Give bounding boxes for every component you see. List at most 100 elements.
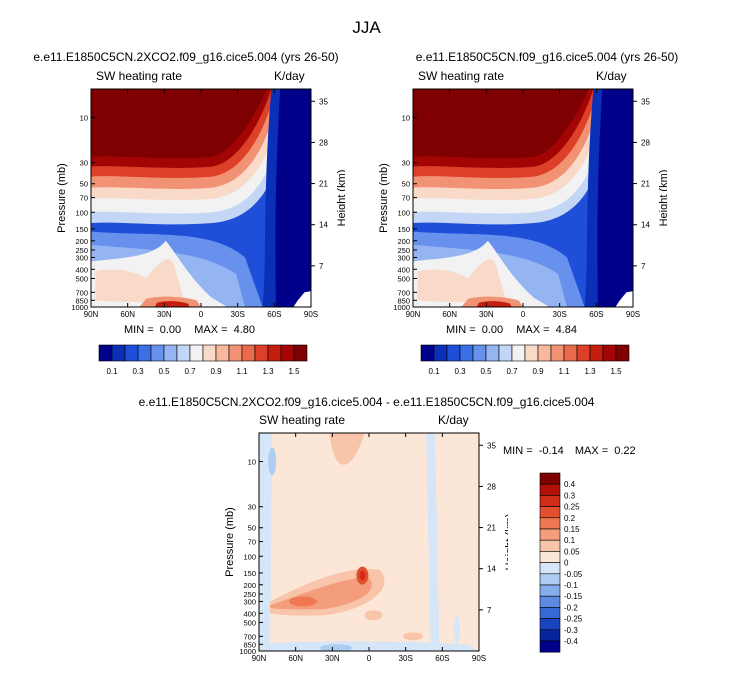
panel-1-stats: MIN = 0.00 MAX = 4.80 bbox=[124, 324, 255, 336]
colorbar-swatch bbox=[524, 344, 539, 362]
y-tick-label: 70 bbox=[80, 194, 88, 203]
colorbar-label: 0.5 bbox=[158, 367, 170, 376]
x-tick-label: 90S bbox=[626, 310, 640, 319]
x-tick-label: 60N bbox=[442, 310, 457, 319]
colorbar-swatch bbox=[267, 344, 282, 362]
colorbar-swatch bbox=[576, 344, 591, 362]
colorbar-swatch bbox=[459, 344, 474, 362]
panel-1-max-label: MAX = bbox=[194, 324, 228, 336]
y-tick-label: 30 bbox=[402, 159, 410, 168]
colorbar-swatch bbox=[563, 344, 578, 362]
colorbar-label: 1.1 bbox=[236, 367, 248, 376]
contour-level bbox=[289, 596, 317, 607]
colorbar-label: -0.1 bbox=[564, 581, 578, 590]
y-axis-right-label: Height (km) bbox=[658, 170, 667, 227]
colorbar-swatch bbox=[539, 517, 561, 530]
contour-level bbox=[476, 301, 512, 307]
contour-level bbox=[597, 89, 633, 307]
colorbar-label: 0.1 bbox=[428, 367, 440, 376]
panel-2-max-label: MAX = bbox=[516, 324, 550, 336]
colorbar-label: 0.05 bbox=[564, 547, 580, 556]
colorbar-swatch bbox=[446, 344, 461, 362]
colorbar-swatch bbox=[241, 344, 256, 362]
x-tick-label: 30S bbox=[553, 310, 567, 319]
y-tick-label: 850 bbox=[397, 296, 410, 305]
colorbar-label: -0.05 bbox=[564, 570, 583, 579]
contour-fills bbox=[259, 433, 479, 651]
y-tick-label: 30 bbox=[80, 159, 88, 168]
y-tick-label: 1000 bbox=[71, 303, 88, 312]
panel-1-contour-plot: 90N 60N 30N 0 30S 60S 90S103050701001502002503… bbox=[56, 88, 345, 319]
y-tick-label: 300 bbox=[243, 597, 256, 606]
y-right-tick-label: 14 bbox=[487, 565, 496, 574]
y-tick-label: 700 bbox=[75, 288, 88, 297]
panel-3-min-value: -0.14 bbox=[538, 445, 564, 457]
contour-level bbox=[417, 259, 506, 302]
contour-level bbox=[154, 301, 190, 307]
y-tick-label: 50 bbox=[80, 180, 88, 189]
y-tick-label: 10 bbox=[248, 458, 256, 467]
y-tick-label: 500 bbox=[397, 274, 410, 283]
colorbar-label: 0.7 bbox=[506, 367, 518, 376]
y-tick-label: 150 bbox=[75, 225, 88, 234]
x-tick-label: 60N bbox=[288, 654, 303, 663]
colorbar-swatch bbox=[293, 344, 308, 362]
y-axis-label: Pressure (mb) bbox=[224, 507, 236, 577]
colorbar-swatch bbox=[498, 344, 513, 362]
y-right-tick-label: 7 bbox=[641, 262, 646, 271]
colorbar-label: 0.3 bbox=[132, 367, 144, 376]
x-tick-label: 30N bbox=[325, 654, 340, 663]
x-tick-label: 30S bbox=[399, 654, 413, 663]
colorbar-swatch bbox=[511, 344, 526, 362]
y-tick-label: 300 bbox=[397, 253, 410, 262]
colorbar-label: 0.3 bbox=[454, 367, 466, 376]
colorbar-label: 0.9 bbox=[210, 367, 222, 376]
y-right-tick-label: 21 bbox=[487, 524, 496, 533]
y-right-tick-label: 28 bbox=[641, 138, 650, 147]
panel-1-title: e.e11.E1850C5CN.2XCO2.f09_g16.cice5.004 … bbox=[33, 50, 339, 64]
x-tick-label: 90N bbox=[252, 654, 267, 663]
y-tick-label: 50 bbox=[248, 524, 256, 533]
colorbar-label: -0.15 bbox=[564, 592, 583, 601]
colorbar-label: 0.5 bbox=[480, 367, 492, 376]
panel-1-colorbar: 0.1 0.3 0.5 0.7 0.9 1.1 1.3 1.5 bbox=[98, 344, 308, 376]
colorbar-swatch bbox=[98, 344, 113, 362]
contour-level bbox=[91, 89, 267, 159]
y-tick-label: 700 bbox=[397, 288, 410, 297]
contour-level bbox=[329, 433, 365, 465]
topography-mask bbox=[615, 291, 633, 307]
y-tick-label: 100 bbox=[75, 208, 88, 217]
colorbar-label: 0.1 bbox=[564, 536, 576, 545]
panel-2-title: e.e11.E1850C5CN.f09_g16.cice5.004 (yrs 2… bbox=[415, 50, 679, 64]
colorbar-label: 1.3 bbox=[584, 367, 596, 376]
x-tick-label: 30N bbox=[479, 310, 494, 319]
x-tick-label: 60S bbox=[267, 310, 281, 319]
colorbar-swatch bbox=[539, 640, 561, 653]
colorbar-swatch bbox=[215, 344, 230, 362]
y-right-tick-label: 14 bbox=[319, 221, 328, 230]
panel-3-max-value: 0.22 bbox=[614, 445, 636, 457]
x-tick-label: 90N bbox=[406, 310, 421, 319]
colorbar-swatch bbox=[280, 344, 295, 362]
x-tick-label: 60S bbox=[435, 654, 449, 663]
colorbar-swatch bbox=[602, 344, 617, 362]
y-tick-label: 200 bbox=[397, 237, 410, 246]
panel-1-left-string: SW heating rate bbox=[96, 69, 183, 83]
panel-2-units: K/day bbox=[596, 69, 627, 83]
panel-3-contour-plot: 90N 60N 30N 0 30S 60S 90S103050701001502002503… bbox=[224, 432, 508, 663]
panel-2-max-value: 4.84 bbox=[555, 324, 578, 336]
y-axis-label: Pressure (mb) bbox=[378, 163, 390, 233]
colorbar-swatch bbox=[202, 344, 217, 362]
y-tick-label: 70 bbox=[402, 194, 410, 203]
colorbar-swatch bbox=[539, 618, 561, 631]
colorbar-swatch bbox=[176, 344, 191, 362]
y-right-tick-label: 28 bbox=[319, 138, 328, 147]
y-right-tick-label: 21 bbox=[319, 180, 328, 189]
colorbar-swatch bbox=[539, 584, 561, 597]
contour-fills bbox=[413, 89, 633, 307]
colorbar-swatch bbox=[485, 344, 500, 362]
y-axis-right-label: Height (km) bbox=[336, 170, 345, 227]
colorbar-label: 0.15 bbox=[564, 525, 580, 534]
y-tick-label: 1000 bbox=[393, 303, 410, 312]
y-tick-label: 1000 bbox=[239, 647, 256, 656]
